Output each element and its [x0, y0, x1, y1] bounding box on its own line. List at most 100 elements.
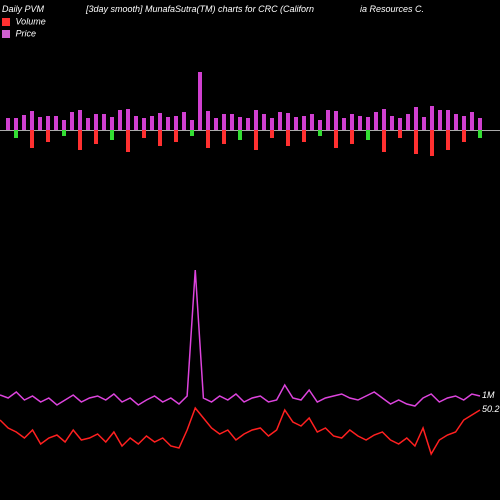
bar-segment [430, 130, 434, 156]
bar-segment [30, 130, 34, 148]
bar-segment-overlay [46, 116, 50, 130]
bar-segment [230, 114, 234, 130]
bar-segment-overlay [110, 117, 114, 130]
bar-segment [110, 130, 114, 140]
price-end-label: 1M [482, 390, 495, 400]
bar-segment [438, 110, 442, 130]
bar-segment-overlay [414, 107, 418, 130]
bar-segment [382, 130, 386, 152]
bar-segment-overlay [238, 117, 242, 130]
bar-chart-axis [0, 130, 500, 131]
bar-segment-overlay [446, 110, 450, 130]
bar-segment-overlay [214, 118, 218, 130]
bar-segment-overlay [30, 111, 34, 130]
bar-segment-overlay [454, 114, 458, 130]
bar-segment-overlay [174, 116, 178, 130]
bar-segment-overlay [462, 116, 466, 130]
bar-segment-overlay [390, 116, 394, 130]
bar-segment [278, 112, 282, 130]
bar-segment [334, 130, 338, 148]
bar-segment [78, 130, 82, 150]
bar-segment [478, 130, 482, 138]
bar-segment [158, 130, 162, 146]
bar-segment [190, 130, 194, 136]
bar-segment-overlay [94, 114, 98, 130]
bar-segment-overlay [166, 117, 170, 130]
bar-segment-overlay [430, 106, 434, 130]
bar-segment [254, 130, 258, 150]
header-right2: ia Resources C. [360, 4, 424, 14]
bar-segment-overlay [342, 118, 346, 130]
bar-segment [318, 130, 322, 136]
bar-segment [310, 114, 314, 130]
bar-segment-overlay [14, 118, 18, 130]
legend-volume: Volume [2, 16, 46, 27]
legend-volume-box [2, 18, 10, 26]
bar-segment-overlay [142, 118, 146, 130]
bar-segment [270, 130, 274, 138]
bar-segment [182, 112, 186, 130]
bar-segment [286, 130, 290, 146]
legend-price-box [2, 30, 10, 38]
bar-segment-overlay [262, 114, 266, 130]
bar-segment [198, 72, 202, 130]
bar-segment [246, 118, 250, 130]
bar-segment [462, 130, 466, 142]
bar-chart-panel [0, 70, 500, 190]
bar-segment [222, 130, 226, 144]
price-line [0, 270, 480, 406]
bar-segment [46, 130, 50, 142]
bar-segment-overlay [126, 109, 130, 130]
bar-segment-overlay [254, 110, 258, 130]
bar-segment-overlay [382, 109, 386, 130]
legend-price: Price [2, 28, 36, 39]
bar-segment-overlay [62, 120, 66, 130]
bar-segment [142, 130, 146, 138]
bar-segment [374, 112, 378, 130]
bar-segment [126, 130, 130, 152]
header-left: Daily PVM [2, 4, 44, 14]
bar-segment-overlay [334, 111, 338, 130]
header-mid: [3day smooth] MunafaSutra(TM) charts for… [86, 4, 278, 14]
bar-segment-overlay [158, 113, 162, 130]
bar-segment [398, 130, 402, 138]
bar-segment-overlay [302, 116, 306, 130]
bar-segment [238, 130, 242, 140]
bar-segment-overlay [286, 113, 290, 130]
bar-segment [22, 115, 26, 130]
bar-segment-overlay [350, 114, 354, 130]
bar-segment [54, 116, 58, 130]
bar-segment [326, 110, 330, 130]
bar-segment [70, 112, 74, 130]
bar-segment [14, 130, 18, 138]
volume-line [0, 408, 480, 454]
bar-segment-overlay [78, 110, 82, 130]
bar-segment-overlay [222, 114, 226, 130]
bar-segment [358, 116, 362, 130]
bar-segment-overlay [38, 117, 42, 130]
bar-segment [414, 130, 418, 154]
bar-segment [350, 130, 354, 144]
line-chart-svg [0, 220, 500, 480]
bar-segment [6, 118, 10, 130]
bar-segment-overlay [86, 118, 90, 130]
bar-segment [206, 130, 210, 148]
bar-segment-overlay [134, 116, 138, 130]
bar-segment-overlay [478, 118, 482, 130]
bar-segment [102, 114, 106, 130]
legend-price-label: Price [16, 29, 37, 39]
bar-segment [118, 110, 122, 130]
bar-segment-overlay [398, 118, 402, 130]
legend-volume-label: Volume [16, 17, 46, 27]
bar-segment [62, 130, 66, 136]
volume-end-label: 50.29 [482, 404, 500, 414]
chart-container: Daily PVM [3day smooth] MunafaSutra(TM) … [0, 0, 500, 500]
bar-segment [470, 112, 474, 130]
bar-segment-overlay [294, 117, 298, 130]
bar-segment [150, 116, 154, 130]
bar-segment [94, 130, 98, 144]
bar-segment-overlay [366, 117, 370, 130]
header-right1: (Californ [280, 4, 314, 14]
line-chart-panel: 1M 50.29 [0, 220, 500, 480]
bar-segment-overlay [190, 120, 194, 130]
